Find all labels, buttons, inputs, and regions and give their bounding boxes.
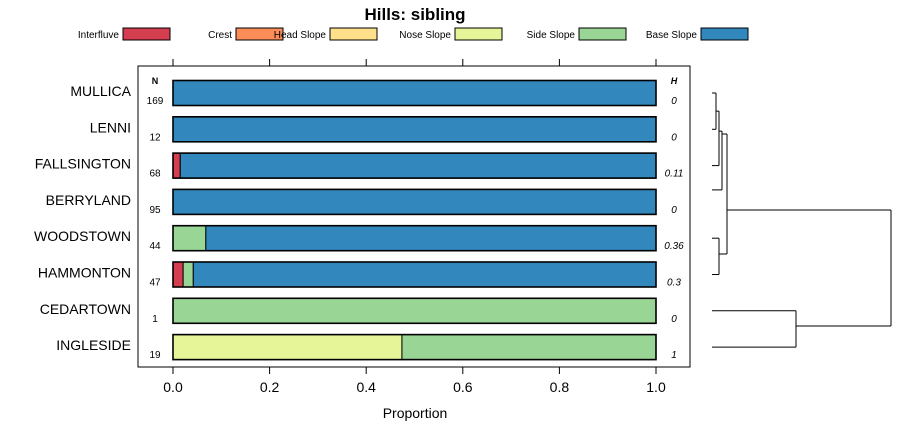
bar-segment-base-slope	[205, 225, 657, 252]
category-label: HAMMONTON	[38, 265, 131, 281]
h-column-header: H	[671, 76, 678, 86]
category-label: BERRYLAND	[46, 192, 131, 208]
row-fallsington: FALLSINGTON 68 0.11	[35, 152, 684, 180]
bar-segment-nose-slope	[172, 334, 403, 361]
bar-segment-base-slope	[172, 80, 657, 106]
bar-segment-side-slope	[401, 334, 657, 361]
legend-label-base-slope: Base Slope	[646, 30, 698, 41]
legend-swatch-crest	[235, 27, 284, 41]
x-tick-label: 0.2	[260, 379, 280, 395]
row-lenni: LENNI 12 0	[90, 116, 677, 143]
h-value: 0	[671, 314, 677, 325]
category-label: MULLICA	[70, 83, 131, 99]
row-berryland: BERRYLAND 95 0	[46, 188, 677, 216]
category-label: INGLESIDE	[56, 337, 131, 353]
bar-segment-base-slope	[172, 116, 657, 143]
bar-segment-side-slope	[182, 261, 194, 288]
legend-label-crest: Crest	[208, 30, 232, 41]
h-value: 0.11	[665, 169, 684, 180]
legend-swatch-base-slope	[700, 27, 749, 41]
row-ingleside: INGLESIDE 19 1	[56, 333, 677, 361]
bar-outline	[172, 333, 657, 361]
legend: Interfluve Crest Head Slope Nose Slope Side …	[78, 27, 749, 41]
row-hammonton: HAMMONTON 47 0.3	[38, 261, 681, 289]
n-column-header: N	[152, 76, 159, 86]
bar-segment-base-slope	[192, 261, 657, 288]
legend-swatch-nose-slope	[454, 27, 503, 41]
h-value: 0.36	[664, 241, 684, 252]
bar-segment-base-slope	[179, 152, 657, 179]
x-axis: 0.0 0.2 0.4 0.6 0.8 1.0	[163, 59, 666, 395]
n-value: 68	[149, 169, 161, 180]
dendrogram	[712, 92, 892, 348]
bar-outline	[172, 116, 657, 143]
legend-label-interfluve: Interfluve	[78, 30, 120, 41]
legend-label-nose-slope: Nose Slope	[399, 30, 451, 41]
bar-rows: MULLICA 169 0 LENNI 12 0 FALLSINGTON 68 0.11 BERR…	[34, 79, 684, 361]
x-tick-label: 0.6	[453, 379, 473, 395]
n-value: 169	[147, 96, 164, 107]
x-tick-label: 0.0	[163, 379, 183, 395]
h-value: 1	[671, 350, 677, 361]
n-value: 19	[149, 350, 161, 361]
h-value: 0.3	[667, 278, 681, 289]
bar-segment-side-slope	[172, 225, 207, 252]
row-mullica: MULLICA 169 0	[70, 79, 677, 107]
n-value: 95	[149, 205, 161, 216]
legend-label-side-slope: Side Slope	[527, 30, 576, 41]
x-tick-label: 0.8	[550, 379, 570, 395]
bar-segment-side-slope	[172, 297, 657, 324]
n-value: 47	[149, 278, 161, 289]
legend-swatch-side-slope	[578, 27, 627, 41]
n-value: 44	[149, 241, 161, 252]
chart-title: Hills: sibling	[364, 5, 465, 24]
row-cedartown: CEDARTOWN 1 0	[40, 297, 677, 325]
legend-swatch-interfluve	[122, 27, 171, 41]
bar-outline	[172, 261, 657, 288]
h-value: 0	[671, 132, 677, 143]
bar-outline	[172, 297, 657, 325]
legend-label-head-slope: Head Slope	[274, 30, 327, 41]
x-tick-label: 1.0	[646, 379, 666, 395]
legend-swatch-head-slope	[329, 27, 378, 41]
n-value: 12	[149, 132, 161, 143]
category-label: FALLSINGTON	[35, 156, 131, 172]
category-label: CEDARTOWN	[40, 301, 131, 317]
bar-outline	[172, 152, 657, 179]
n-value: 1	[152, 314, 158, 325]
plot-panel	[137, 65, 691, 368]
category-label: WOODSTOWN	[34, 228, 131, 244]
bar-outline	[172, 188, 657, 216]
bar-segment-base-slope	[172, 188, 657, 215]
x-axis-label: Proportion	[383, 405, 448, 421]
category-label: LENNI	[90, 119, 131, 135]
bar-segment-interfluve	[172, 152, 181, 179]
bar-outline	[172, 79, 657, 107]
h-value: 0	[671, 96, 677, 107]
bar-outline	[172, 224, 657, 252]
h-value: 0	[671, 205, 677, 216]
x-tick-label: 0.4	[356, 379, 376, 395]
bar-segment-interfluve	[172, 261, 184, 288]
row-woodstown: WOODSTOWN 44 0.36	[34, 224, 684, 252]
